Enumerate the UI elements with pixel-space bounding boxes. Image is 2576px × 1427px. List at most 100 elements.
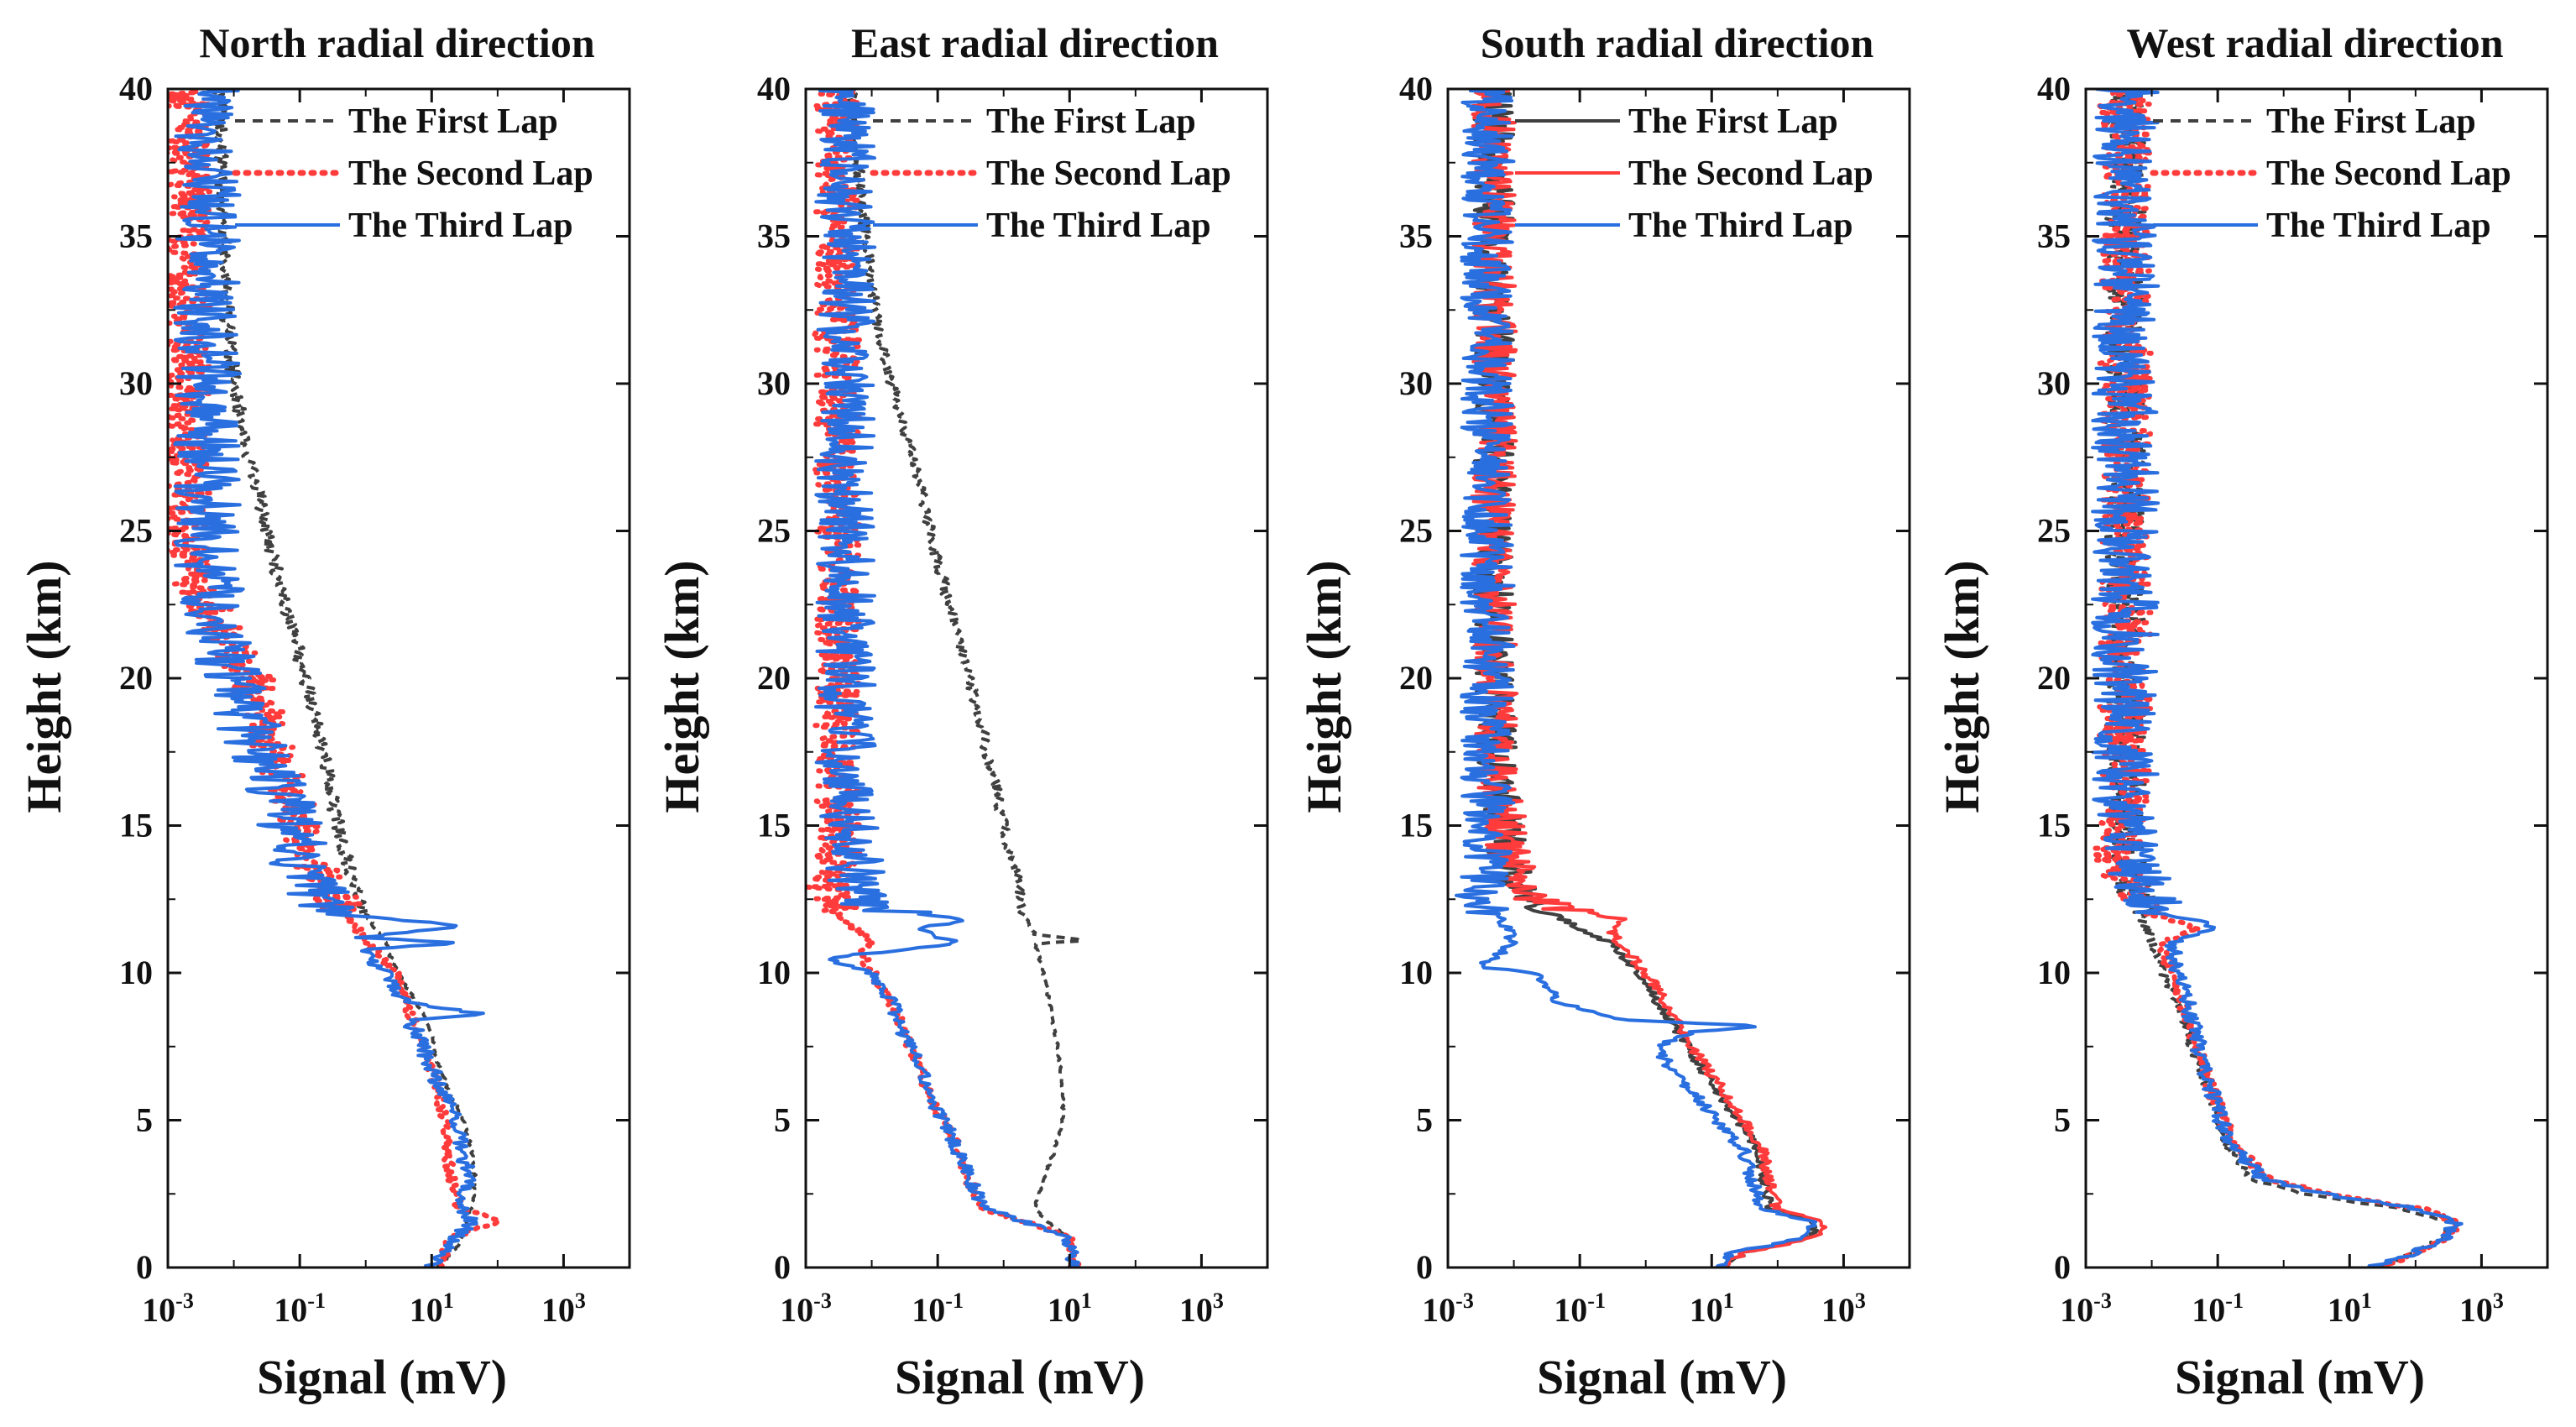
y-tick-label: 40 xyxy=(1399,70,1433,107)
series-group xyxy=(168,89,503,1268)
x-tick-label: 101 xyxy=(2328,1288,2372,1329)
y-tick-label: 25 xyxy=(119,512,153,550)
legend: The First Lap The Second Lap The Third Lap xyxy=(870,102,1231,245)
y-tick-label: 30 xyxy=(1399,364,1433,402)
legend: The First Lap The Second Lap The Third Lap xyxy=(2150,102,2511,245)
legend-label: The Third Lap xyxy=(2266,206,2491,245)
y-tick-label: 25 xyxy=(2037,512,2071,550)
y-tick-label: 25 xyxy=(757,512,791,550)
series-the-third-lap xyxy=(173,89,485,1268)
y-tick-label: 25 xyxy=(1399,512,1433,550)
panel-title: South radial direction xyxy=(1481,19,1874,66)
y-tick-label: 20 xyxy=(119,659,153,697)
y-tick-label: 0 xyxy=(136,1248,153,1286)
plot-frame xyxy=(804,87,1269,1269)
y-axis-label: Height (km) xyxy=(17,560,71,813)
x-axis-label: Signal (mV) xyxy=(895,1350,1145,1404)
y-tick-label: 0 xyxy=(774,1248,791,1286)
chart-panel-4: 0 5 10 15 20 25 30 35 40 10-3 10-1 101 103 West radia… xyxy=(1935,19,2549,1404)
y-tick-label: 35 xyxy=(757,217,791,255)
panel-title: North radial direction xyxy=(199,19,594,66)
legend-label: The Second Lap xyxy=(1628,154,1873,193)
x-tick-label: 103 xyxy=(1179,1288,1224,1329)
legend: The First Lap The Second Lap The Third Lap xyxy=(1515,102,1873,245)
legend-label: The First Lap xyxy=(1628,102,1838,141)
x-tick-label: 10-3 xyxy=(780,1288,832,1329)
series-the-third-lap xyxy=(1455,89,1817,1268)
x-tick-label: 10-1 xyxy=(2192,1288,2244,1329)
x-tick-label: 10-3 xyxy=(1422,1288,1474,1329)
x-tick-label: 103 xyxy=(2459,1288,2504,1329)
y-axis-label: Height (km) xyxy=(1935,560,1989,813)
x-axis-label: Signal (mV) xyxy=(2175,1350,2425,1404)
legend-label: The First Lap xyxy=(348,102,558,141)
legend-label: The First Lap xyxy=(986,102,1196,141)
y-tick-label: 15 xyxy=(1399,807,1433,844)
y-tick-label: 20 xyxy=(2037,659,2071,697)
y-tick-label: 15 xyxy=(119,807,153,844)
series-group xyxy=(806,89,1084,1268)
y-axis-label: Height (km) xyxy=(655,560,709,813)
y-tick-label: 5 xyxy=(774,1101,791,1139)
x-tick-label: 10-3 xyxy=(2060,1288,2112,1329)
series-the-third-lap xyxy=(814,89,1080,1268)
x-tick-label: 101 xyxy=(410,1288,454,1329)
y-tick-label: 20 xyxy=(757,659,791,697)
series-the-third-lap xyxy=(2091,89,2464,1268)
y-tick-label: 5 xyxy=(1416,1101,1433,1139)
legend-label: The Second Lap xyxy=(2266,154,2511,193)
series-the-first-lap xyxy=(1472,89,1820,1268)
chart-panel-2: 0 5 10 15 20 25 30 35 40 10-3 10-1 101 103 East radia… xyxy=(655,19,1269,1404)
y-tick-label: 30 xyxy=(757,364,791,402)
x-tick-label: 10-1 xyxy=(1554,1288,1606,1329)
y-tick-label: 30 xyxy=(2037,364,2071,402)
panel-title: East radial direction xyxy=(851,19,1219,66)
y-tick-label: 10 xyxy=(2037,954,2071,991)
y-tick-label: 30 xyxy=(119,364,153,402)
y-tick-label: 15 xyxy=(757,807,791,844)
y-tick-label: 35 xyxy=(2037,217,2071,255)
y-tick-label: 5 xyxy=(136,1101,153,1139)
y-tick-label: 40 xyxy=(757,70,791,107)
chart-panel-3: 0 5 10 15 20 25 30 35 40 10-3 10-1 101 103 South radi… xyxy=(1297,19,1911,1404)
y-tick-label: 40 xyxy=(2037,70,2071,107)
legend-label: The Third Lap xyxy=(348,206,573,245)
y-tick-label: 15 xyxy=(2037,807,2071,844)
series-the-first-lap xyxy=(846,89,1084,1268)
x-axis-label: Signal (mV) xyxy=(257,1350,507,1404)
series-group xyxy=(1455,89,1828,1268)
legend-label: The Second Lap xyxy=(348,154,593,193)
series-the-first-lap xyxy=(211,89,478,1268)
y-tick-label: 35 xyxy=(119,217,153,255)
legend-label: The Third Lap xyxy=(986,206,1211,245)
plot-frame xyxy=(1446,87,1911,1269)
legend-label: The Third Lap xyxy=(1628,206,1853,245)
series-group xyxy=(2090,89,2464,1268)
x-tick-label: 10-1 xyxy=(912,1288,964,1329)
x-tick-label: 103 xyxy=(541,1288,586,1329)
x-tick-label: 103 xyxy=(1821,1288,1866,1329)
y-axis-label: Height (km) xyxy=(1297,560,1351,813)
y-tick-label: 0 xyxy=(2054,1248,2071,1286)
y-tick-label: 10 xyxy=(1399,954,1433,991)
x-tick-label: 101 xyxy=(1690,1288,1734,1329)
y-tick-label: 35 xyxy=(1399,217,1433,255)
x-tick-label: 101 xyxy=(1048,1288,1092,1329)
y-tick-label: 0 xyxy=(1416,1248,1433,1286)
series-the-first-lap xyxy=(2103,89,2459,1268)
panel-title: West radial direction xyxy=(2126,19,2503,66)
legend-label: The Second Lap xyxy=(986,154,1231,193)
chart-panel-1: 0 5 10 15 20 25 30 35 40 10-3 10-1 101 103 North radi… xyxy=(17,19,631,1404)
x-tick-label: 10-1 xyxy=(274,1288,326,1329)
y-tick-label: 5 xyxy=(2054,1101,2071,1139)
x-axis-label: Signal (mV) xyxy=(1537,1350,1787,1404)
x-tick-label: 10-3 xyxy=(142,1288,194,1329)
legend: The First Lap The Second Lap The Third Lap xyxy=(232,102,593,245)
y-tick-label: 40 xyxy=(119,70,153,107)
legend-label: The First Lap xyxy=(2266,102,2476,141)
y-tick-label: 20 xyxy=(1399,659,1433,697)
y-tick-label: 10 xyxy=(757,954,791,991)
series-the-second-lap xyxy=(1470,89,1828,1268)
y-tick-label: 10 xyxy=(119,954,153,991)
